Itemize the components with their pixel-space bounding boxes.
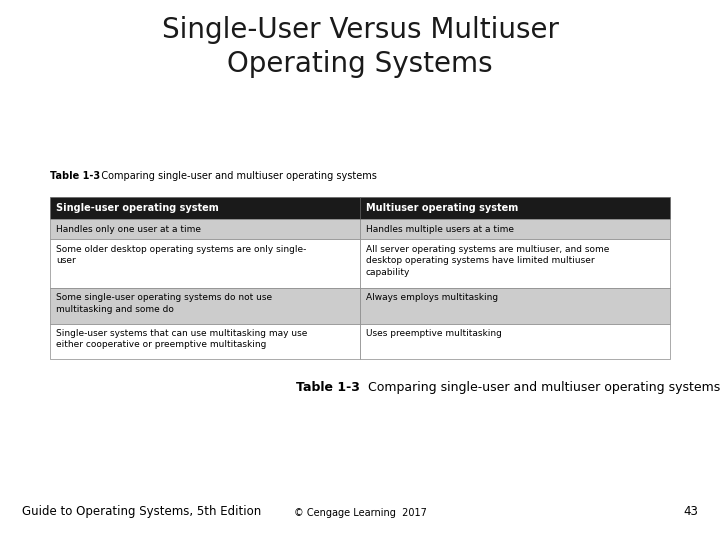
Text: Uses preemptive multitasking: Uses preemptive multitasking [366,329,502,338]
Bar [360,323,670,359]
Bar [50,323,360,359]
Text: Guide to Operating Systems, 5th Edition: Guide to Operating Systems, 5th Edition [22,505,261,518]
Text: Single-user systems that can use multitasking may use
either cooperative or pree: Single-user systems that can use multita… [56,329,307,349]
Bar [360,288,670,323]
Bar [50,197,670,219]
Bar [360,219,670,239]
Text: 43: 43 [683,505,698,518]
Text: Handles only one user at a time: Handles only one user at a time [56,225,201,234]
Text: © Cengage Learning  2017: © Cengage Learning 2017 [294,508,426,518]
Text: Always employs multitasking: Always employs multitasking [366,293,498,302]
Bar [360,239,670,288]
Text: Table 1-3: Table 1-3 [50,171,101,181]
Text: Single-user operating system: Single-user operating system [56,203,219,213]
Bar [50,239,360,288]
Text: All server operating systems are multiuser, and some
desktop operating systems h: All server operating systems are multius… [366,245,609,276]
Bar [50,219,360,239]
Text: Comparing single-user and multiuser operating systems: Comparing single-user and multiuser oper… [92,171,377,181]
Bar [50,288,360,323]
Text: Handles multiple users at a time: Handles multiple users at a time [366,225,514,234]
Text: Some single-user operating systems do not use
multitasking and some do: Some single-user operating systems do no… [56,293,272,314]
Text: Single-User Versus Multiuser
Operating Systems: Single-User Versus Multiuser Operating S… [161,16,559,78]
Text: Multiuser operating system: Multiuser operating system [366,203,518,213]
Text: Table 1-3: Table 1-3 [296,381,360,394]
Text: Some older desktop operating systems are only single-
user: Some older desktop operating systems are… [56,245,307,265]
Text: Comparing single-user and multiuser operating systems: Comparing single-user and multiuser oper… [360,381,720,394]
